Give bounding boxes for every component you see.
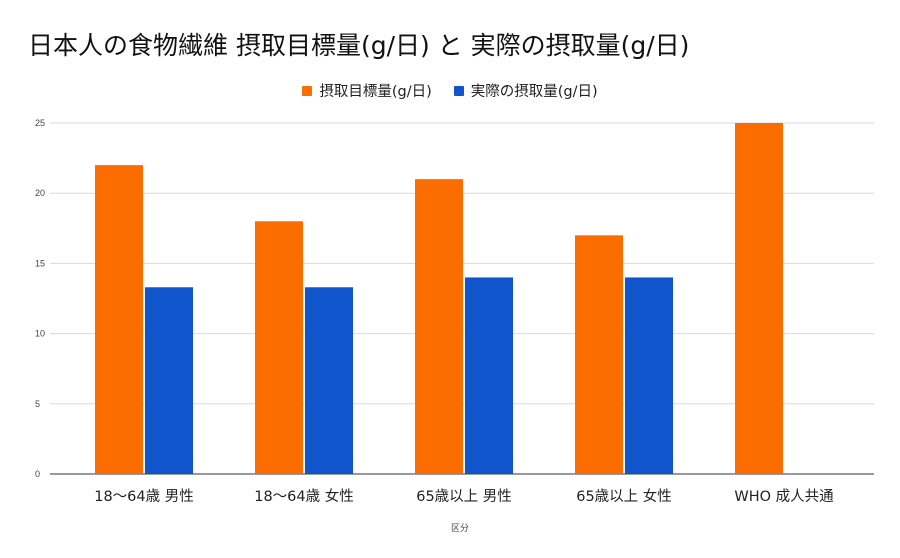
x-tick-label: 65歳以上 男性 — [416, 488, 512, 505]
chart-title: 日本人の食物繊維 摂取目標量(g/日) と 実際の摂取量(g/日) — [28, 31, 690, 60]
bar-actual[interactable] — [465, 277, 513, 474]
legend-swatch-actual — [453, 85, 464, 96]
axis-labels: 0 5 10 15 20 25 18〜64歳 男性 18〜64歳 女性 65歳以上 男性 65歳以… — [35, 118, 834, 505]
legend-label-target: 摂取目標量(g/日) — [319, 84, 432, 100]
legend-swatch-target — [302, 85, 313, 96]
y-tick-label: 0 — [35, 469, 40, 479]
x-tick-label: WHO 成人共通 — [734, 488, 834, 505]
y-tick-label: 5 — [35, 399, 40, 409]
x-tick-label: 65歳以上 女性 — [576, 487, 672, 505]
x-axis-title: 区分 — [451, 523, 469, 534]
y-tick-label: 25 — [35, 118, 45, 128]
y-tick-label: 15 — [35, 258, 45, 268]
legend: 摂取目標量(g/日) 実際の摂取量(g/日) — [0, 80, 900, 101]
bar-target[interactable] — [415, 179, 463, 474]
legend-item-target[interactable]: 摂取目標量(g/日) — [302, 80, 432, 101]
bar-actual[interactable] — [625, 277, 673, 474]
bar-target[interactable] — [255, 221, 303, 474]
bar-target[interactable] — [575, 235, 623, 474]
legend-label-actual: 実際の摂取量(g/日) — [470, 84, 598, 100]
y-tick-label: 20 — [35, 188, 45, 198]
x-tick-label: 18〜64歳 男性 — [94, 488, 194, 505]
bar-target[interactable] — [95, 165, 143, 474]
x-tick-label: 18〜64歳 女性 — [254, 487, 354, 505]
bars — [95, 123, 783, 474]
bar-actual[interactable] — [145, 287, 193, 474]
bar-target[interactable] — [735, 123, 783, 474]
bar-actual[interactable] — [305, 287, 353, 474]
y-tick-label: 10 — [35, 329, 45, 339]
legend-item-actual[interactable]: 実際の摂取量(g/日) — [453, 80, 598, 101]
